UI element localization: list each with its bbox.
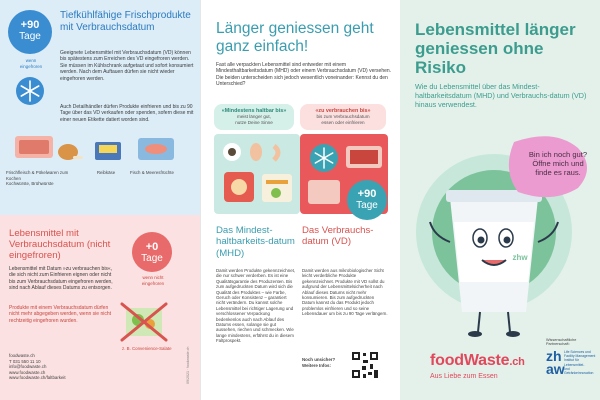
print-note: 09/2021 · foodwaste.ch — [186, 346, 190, 384]
vd-products-illustration — [308, 144, 382, 204]
qr-label: Noch unsicher? Weitere Infos: — [302, 357, 336, 368]
vd-body: Damit werden aus mikrobiologischer Sicht… — [302, 268, 388, 317]
logo-suffix: .ch — [509, 356, 525, 368]
bubble-title: «Mindestens haltbar bis» — [221, 108, 287, 114]
badge-value: +90 — [357, 188, 377, 200]
mhd-speech-bubble: «Mindestens haltbar bis» meist länger gu… — [214, 104, 294, 130]
zhaw-logo[interactable]: zh aw — [546, 348, 565, 377]
fold-line-1 — [200, 0, 201, 400]
vd-heading: Das Verbrauchs-datum (VD) — [302, 225, 374, 248]
bubble-subtitle: meist länger gut, nutze Deine Sinne — [235, 114, 273, 125]
vd-speech-bubble: «zu verbrauchen bis» bis zum Verbrauchsd… — [300, 104, 386, 130]
mhd-body: Damit werden Produkte gekennzeichnet, di… — [216, 268, 296, 344]
badge-unit: Tage — [356, 200, 378, 211]
mascot-speech-text: Bin ich noch gut? Öffne mich und finde e… — [528, 150, 588, 177]
convenience-salad-label: z. B. Convenience-Salate — [122, 346, 172, 351]
not-frozen-heading: Lebensmittel mit Verbrauchsdatum (nicht … — [9, 228, 111, 261]
qr-code-icon[interactable] — [350, 350, 380, 380]
foodwaste-logo[interactable]: foodWaste.ch — [430, 352, 525, 370]
logo-main: foodWaste — [430, 352, 510, 369]
mhd-heading: Das Mindest-haltbarkeits-datum (MHD) — [216, 225, 295, 259]
bubble-subtitle: bis zum Verbrauchsdatum essen oder einfr… — [316, 114, 370, 125]
plus-90-days-badge: +90 Tage — [347, 180, 387, 220]
senses-illustration — [223, 143, 292, 202]
plus-90-days-badge: +90 Tage — [8, 10, 52, 54]
badge-caption: wenn nicht eingefroren — [141, 275, 165, 286]
product-label-fish: Fisch & Meeresfrüchte — [130, 170, 174, 175]
middle-intro: Fast alle verpackten Lebensmittel sind e… — [216, 62, 392, 88]
cover-subtitle: Wie du Lebensmittel über das Mindest-hal… — [415, 82, 587, 109]
yogurt-mascot-illustration — [416, 136, 587, 337]
badge-value: +90 — [20, 19, 40, 31]
bubble-title: «zu verbrauchen bis» — [315, 108, 371, 114]
logo-tagline: Aus Liebe zum Essen — [430, 373, 498, 380]
cup-brand-label: zhw — [512, 253, 528, 262]
badge-unit: Tage — [141, 253, 163, 264]
cover-title: Lebensmittel länger geniessen ohne Risik… — [415, 20, 576, 77]
plus-0-days-badge: +0 Tage — [132, 232, 172, 272]
zhaw-department: Life Sciences und Facility Management In… — [564, 350, 596, 376]
product-label-meat: Frischfleisch & Pökelwaren zum Kochen Ko… — [6, 170, 69, 187]
snowflake-icon — [16, 77, 44, 105]
contact-block: foodwaste.ch T 031 550 11 10 info@foodwa… — [9, 353, 66, 381]
partner-caption: Wissenschaftliche Partnerschaft: — [546, 338, 577, 347]
frozen-products-illustration — [15, 136, 174, 160]
badge-unit: Tage — [19, 31, 41, 42]
frozen-heading: Tiefkühlfähige Frischprodukte mit Verbra… — [60, 10, 191, 33]
badge-caption: wenn eingefroren — [19, 58, 43, 69]
middle-title: Länger geniessen geht ganz einfach! — [216, 20, 374, 55]
badge-value: +0 — [145, 241, 159, 253]
frozen-body-2: Auch Detailhändler dürfen Produkte einfr… — [60, 104, 194, 123]
frozen-body-1: Geeignete Lebensmittel mit Verbrauchsdat… — [60, 50, 194, 82]
not-frozen-body-1: Lebensmittel mit Datum »zu verbrauchen b… — [9, 266, 113, 292]
product-label-cheese: Reibkäse — [96, 170, 116, 175]
not-frozen-body-2: Produkte mit einem Verbrauchsdatum dürfe… — [9, 305, 112, 324]
crossed-out-salad-icon — [120, 302, 168, 342]
